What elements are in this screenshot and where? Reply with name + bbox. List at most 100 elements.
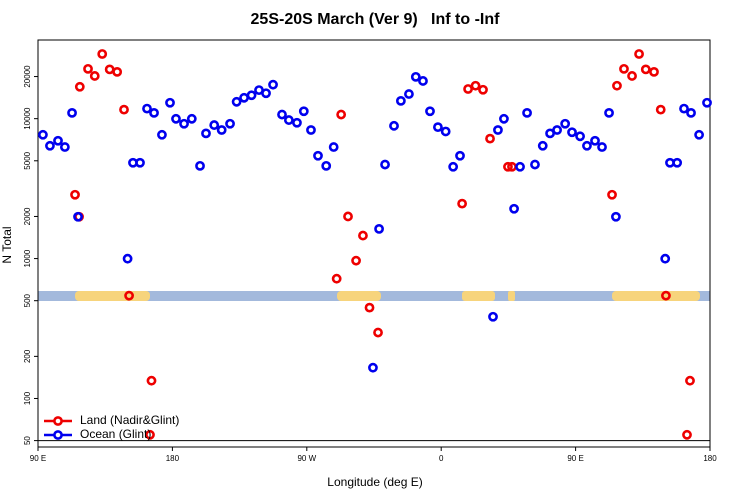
data-point: [448, 161, 459, 172]
data-point: [611, 211, 621, 222]
data-point: [560, 118, 571, 129]
y-axis-label: N Total: [0, 226, 14, 263]
data-point: [83, 63, 93, 74]
data-point: [70, 189, 80, 200]
data-point: [597, 142, 607, 152]
chart-title: 25S-20S March (Ver 9) Inf to -Inf: [251, 11, 501, 28]
data-point: [425, 106, 435, 117]
data-point: [404, 89, 414, 99]
data-point: [457, 198, 468, 209]
legend-marker: [53, 430, 63, 440]
data-point: [634, 49, 644, 59]
data-point: [225, 118, 235, 129]
y-tick-label: 200: [23, 349, 32, 363]
legend-item: Ocean (Glint): [44, 427, 151, 441]
data-point: [470, 80, 481, 91]
data-point: [627, 71, 637, 81]
data-point: [582, 140, 592, 151]
data-point: [679, 103, 689, 114]
data-point: [246, 90, 257, 101]
y-tick-label: 10000: [23, 107, 32, 130]
data-point: [343, 211, 353, 222]
data-point: [122, 253, 133, 264]
data-point: [53, 135, 63, 146]
data-point: [509, 203, 519, 214]
data-point: [67, 107, 77, 118]
data-point: [216, 125, 227, 135]
data-point: [364, 302, 375, 313]
data-point: [165, 97, 175, 108]
data-point: [410, 71, 421, 82]
x-tick-label: 180: [703, 454, 717, 463]
data-point: [97, 49, 108, 59]
data-point: [660, 253, 671, 264]
data-point: [672, 157, 683, 168]
data-point: [195, 160, 205, 171]
data-point: [567, 127, 577, 138]
data-point: [298, 106, 309, 117]
x-tick-label: 90 E: [567, 454, 583, 463]
data-point: [373, 327, 383, 338]
data-point: [515, 161, 525, 172]
data-point: [530, 159, 540, 170]
y-tick-label: 5000: [23, 151, 32, 169]
data-point: [455, 150, 465, 161]
data-point: [604, 107, 614, 118]
data-point: [612, 80, 622, 91]
x-axis-label: Longitude (deg E): [327, 475, 422, 489]
data-point: [179, 118, 189, 129]
data-point: [440, 126, 451, 137]
data-point: [619, 63, 629, 74]
data-point: [283, 115, 294, 125]
data-point: [119, 104, 129, 115]
data-point: [685, 375, 695, 386]
data-point: [499, 113, 509, 124]
data-point: [38, 129, 48, 140]
data-point: [433, 122, 443, 133]
data-point: [239, 92, 249, 103]
data-point: [59, 142, 70, 152]
data-point: [186, 113, 197, 124]
data-point: [157, 129, 167, 140]
legend-label: Land (Nadir&Glint): [80, 413, 179, 427]
legend-marker: [53, 416, 63, 426]
data-point: [418, 76, 428, 86]
data-point: [104, 64, 115, 75]
data-point: [74, 81, 85, 92]
x-tick-label: 90 E: [30, 454, 46, 463]
legend-item: Land (Nadir&Glint): [44, 413, 179, 427]
data-point: [389, 120, 399, 131]
data-point: [171, 113, 181, 124]
data-point: [146, 375, 157, 386]
data-point: [640, 64, 651, 75]
data-point: [552, 125, 562, 135]
data-point: [209, 120, 220, 130]
data-point: [478, 84, 488, 95]
x-tick-label: 90 W: [297, 454, 316, 463]
data-point: [686, 107, 696, 118]
data-point: [351, 255, 361, 266]
legend-label: Ocean (Glint): [80, 427, 151, 441]
data-point: [313, 150, 323, 161]
data-point: [45, 140, 55, 151]
data-point: [522, 107, 532, 118]
y-tick-label: 50: [23, 436, 32, 445]
data-point: [493, 125, 503, 135]
data-point: [590, 135, 600, 146]
data-point: [485, 133, 495, 144]
data-point: [395, 95, 406, 106]
data-point: [321, 160, 332, 171]
y-tick-label: 100: [23, 391, 32, 405]
y-tick-label: 1000: [23, 249, 32, 267]
y-tick-label: 500: [23, 293, 32, 307]
data-point: [268, 79, 278, 90]
data-point: [682, 429, 692, 440]
plot-frame: [37, 39, 711, 448]
data-point: [231, 96, 242, 107]
data-point: [201, 128, 211, 139]
data-point: [575, 131, 585, 142]
map-strip: [38, 291, 710, 301]
data-point: [374, 223, 384, 234]
data-point: [261, 88, 271, 99]
data-point: [336, 109, 347, 120]
